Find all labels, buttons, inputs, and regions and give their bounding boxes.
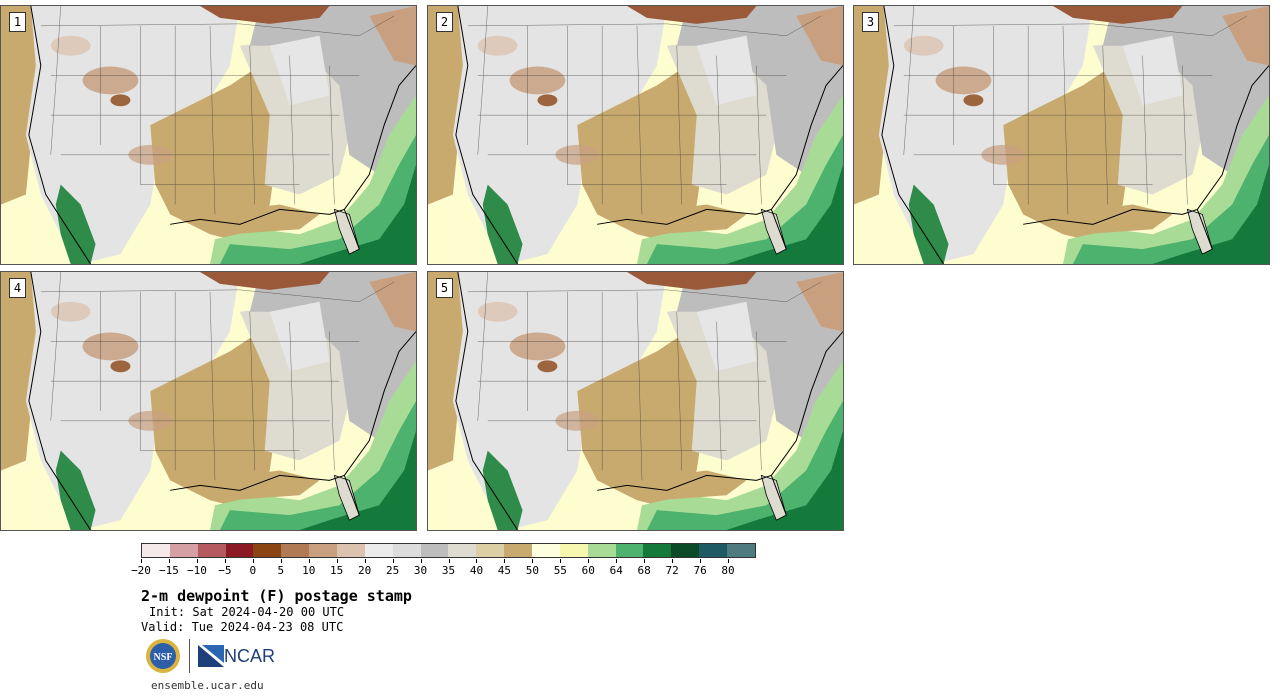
colorbar-tick-label: −20: [131, 564, 151, 577]
colorbar-tick: [196, 559, 198, 563]
colorbar: [141, 543, 756, 558]
init-time: Init: Sat 2024-04-20 00 UTC: [149, 605, 345, 619]
colorbar-swatch: [504, 544, 533, 557]
colorbar-tick: [588, 559, 590, 563]
colorbar-tick: [672, 559, 674, 563]
colorbar-tick: [364, 559, 366, 563]
colorbar-tick: [644, 559, 646, 563]
colorbar-tick-label: 0: [249, 564, 257, 577]
colorbar-tick-label: 50: [525, 564, 539, 577]
colorbar-swatch: [699, 544, 728, 557]
colorbar-tick-label: −5: [218, 564, 232, 577]
colorbar-swatch: [587, 544, 616, 557]
map-panel-4: 4: [0, 271, 417, 531]
colorbar-tick: [532, 559, 534, 563]
colorbar-tick: [476, 559, 478, 563]
colorbar-tick: [168, 559, 170, 563]
dewpoint-map-2: [428, 6, 843, 264]
colorbar-tick: [280, 559, 282, 563]
colorbar-tick-label: 55: [553, 564, 567, 577]
dewpoint-map-4: [1, 272, 416, 530]
map-panel-3: 3: [853, 5, 1270, 265]
colorbar-swatch: [337, 544, 365, 557]
colorbar-swatch: [671, 544, 700, 557]
colorbar-tick-label: 15: [330, 564, 344, 577]
colorbar-swatch: [615, 544, 644, 557]
colorbar-tick-label: 5: [277, 564, 285, 577]
colorbar-tick-label: 10: [302, 564, 316, 577]
colorbar-swatch: [420, 544, 449, 557]
site-url: ensemble.ucar.edu: [151, 679, 264, 692]
colorbar-swatch: [727, 544, 755, 557]
colorbar-tick: [616, 559, 618, 563]
colorbar-swatch: [281, 544, 310, 557]
colorbar-tick: [224, 559, 226, 563]
map-panel-5: 5: [427, 271, 844, 531]
colorbar-swatch: [643, 544, 672, 557]
chart-title: 2-m dewpoint (F) postage stamp: [141, 587, 412, 605]
colorbar-tick-label: 68: [637, 564, 651, 577]
ncar-logo: NCAR: [198, 645, 275, 667]
colorbar-swatch: [476, 544, 505, 557]
colorbar-tick-label: 25: [385, 564, 400, 577]
colorbar-tick: [141, 559, 142, 563]
colorbar-swatch: [197, 544, 226, 557]
panel-label-1: 1: [9, 12, 26, 32]
colorbar-tick-label: 60: [581, 564, 595, 577]
colorbar-tick: [728, 559, 730, 563]
logos: NSF NCAR: [145, 638, 275, 674]
colorbar-tick-label: 80: [721, 564, 735, 577]
colorbar-tick: [308, 559, 310, 563]
colorbar-tick: [336, 559, 338, 563]
colorbar-tick: [504, 559, 506, 563]
ncar-logo-icon: [198, 645, 224, 667]
colorbar-ticks: −20 −15 −10 −5 0 5 10 15 20 25 30 35 40 45 50 55 60 64 68 7…: [131, 559, 756, 581]
colorbar-tick-label: 40: [469, 564, 484, 577]
colorbar-swatch: [448, 544, 477, 557]
panel-label-2: 2: [436, 12, 453, 32]
colorbar-tick-label: 45: [497, 564, 512, 577]
svg-text:NSF: NSF: [154, 652, 173, 663]
colorbar-tick-label: 30: [413, 564, 428, 577]
colorbar-tick-label: 35: [441, 564, 456, 577]
colorbar-tick: [560, 559, 562, 563]
panel-label-3: 3: [862, 12, 879, 32]
colorbar-tick-label: 76: [693, 564, 707, 577]
colorbar-swatch: [225, 544, 254, 557]
ncar-logo-text: NCAR: [224, 645, 276, 666]
panel-label-4: 4: [9, 278, 26, 298]
colorbar-swatch: [169, 544, 198, 557]
colorbar-tick-label: 64: [609, 564, 623, 577]
logo-divider: [189, 639, 190, 673]
colorbar-swatch: [253, 544, 282, 557]
colorbar-tick-label: −15: [159, 564, 179, 577]
colorbar-swatch: [559, 544, 588, 557]
dewpoint-map-5: [428, 272, 843, 530]
valid-time: Valid: Tue 2024-04-23 08 UTC: [141, 620, 344, 634]
colorbar-swatch: [309, 544, 338, 557]
colorbar-tick-label: 72: [665, 564, 679, 577]
colorbar-tick: [252, 559, 254, 563]
colorbar-tick: [392, 559, 394, 563]
colorbar-tick-label: −10: [186, 564, 207, 577]
colorbar-tick: [420, 559, 422, 563]
colorbar-swatch: [364, 544, 393, 557]
colorbar-tick-label: 20: [358, 564, 372, 577]
panel-label-5: 5: [436, 278, 453, 298]
colorbar-swatch: [392, 544, 421, 557]
map-panel-1: 1: [0, 5, 417, 265]
colorbar-swatch: [142, 544, 170, 557]
dewpoint-map-1: [1, 6, 416, 264]
nsf-logo-icon: NSF: [146, 639, 180, 673]
colorbar-swatch: [532, 544, 560, 557]
colorbar-tick: [448, 559, 450, 563]
colorbar-tick: [700, 559, 702, 563]
map-panel-2: 2: [427, 5, 844, 265]
dewpoint-map-3: [854, 6, 1269, 264]
